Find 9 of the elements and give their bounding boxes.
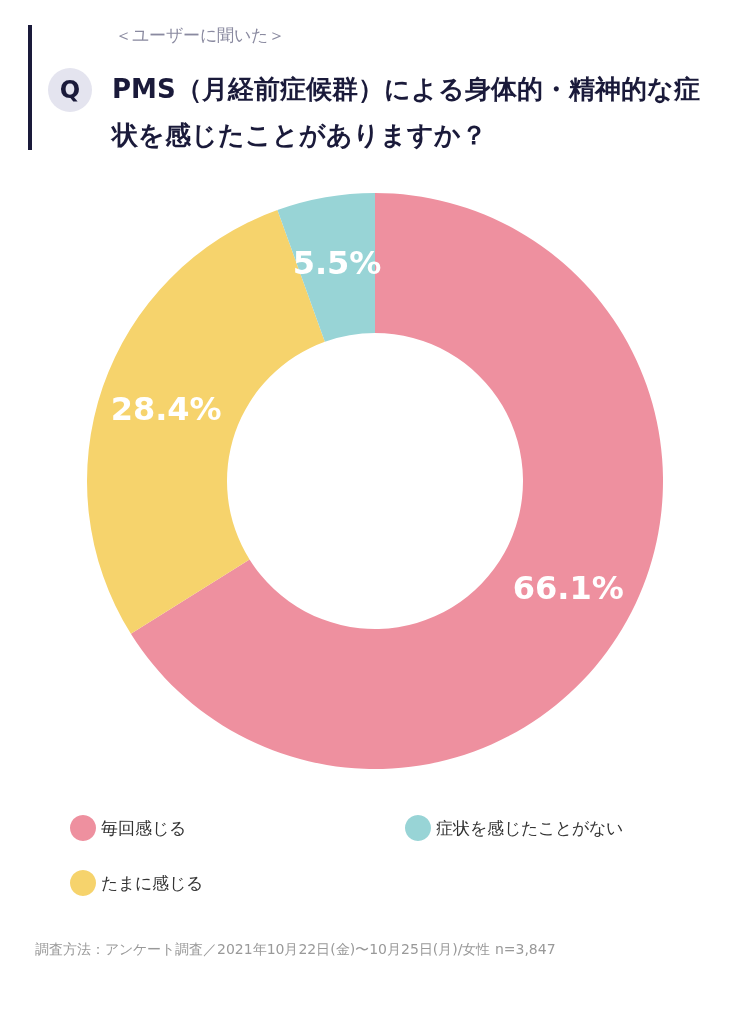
chart-title: PMS（月経前症候群）による身体的・精神的な症状を感じたことがありますか？ [112, 73, 701, 152]
chart-subtitle: ＜ユーザーに聞いた＞ [115, 24, 285, 47]
legend-label: たまに感じる [101, 873, 203, 893]
data-label: 66.1% [512, 569, 624, 608]
text: Q [48, 68, 92, 112]
legend-label: 症状を感じたことがない [436, 818, 623, 838]
legend-label: 毎回感じる [101, 818, 186, 838]
data-label: 28.4% [110, 389, 222, 428]
text: 調査方法：アンケート調査／2021年10月22日(金)〜10月25日(月)/女性 n=3,847 [35, 940, 557, 959]
